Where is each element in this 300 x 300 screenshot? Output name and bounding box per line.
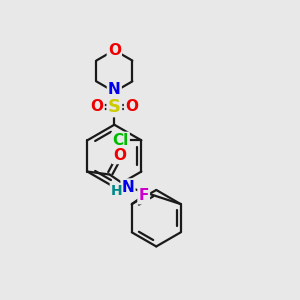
Text: H: H (110, 184, 122, 198)
Text: O: O (108, 43, 121, 58)
Text: Cl: Cl (112, 133, 129, 148)
Text: O: O (91, 99, 103, 114)
Text: N: N (108, 82, 121, 97)
Text: S: S (108, 98, 121, 116)
Text: F: F (139, 188, 149, 203)
Text: O: O (113, 148, 126, 163)
Text: N: N (122, 179, 134, 194)
Text: O: O (125, 99, 138, 114)
